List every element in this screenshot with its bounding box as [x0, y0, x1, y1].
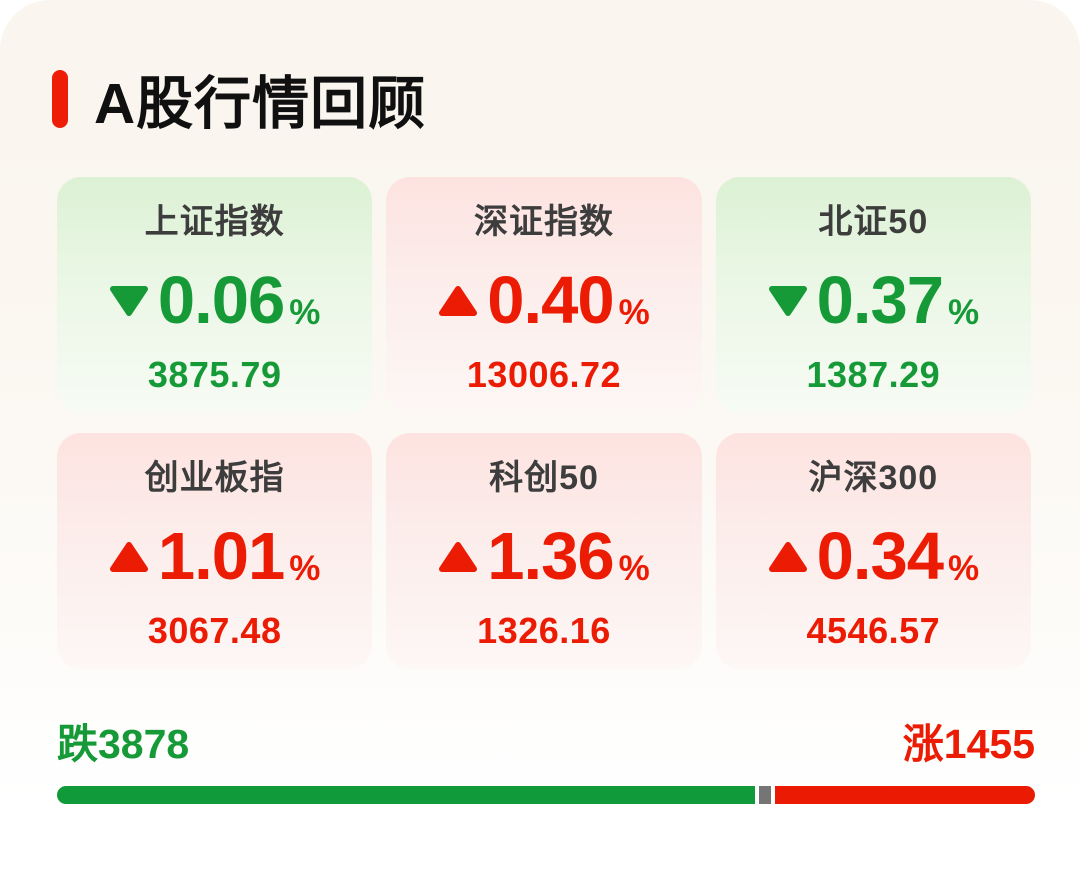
- change-row: 0.06 %: [109, 263, 321, 338]
- index-card-csi300: 沪深300 0.34 % 4546.57: [715, 433, 1031, 669]
- percent-sign: %: [618, 293, 650, 332]
- change-percent: 0.34: [816, 519, 944, 594]
- breadth-bar-unchanged-segment: [759, 786, 772, 805]
- index-name: 上证指数: [144, 203, 285, 241]
- percent-sign: %: [618, 549, 650, 588]
- index-name: 北证50: [818, 203, 929, 241]
- header: A股行情回顾: [52, 58, 426, 140]
- index-value: 3067.48: [147, 610, 282, 651]
- index-card-shanghai-composite: 上证指数 0.06 % 3875.79: [57, 177, 373, 413]
- triangle-up-icon: [768, 541, 808, 573]
- page-title: A股行情回顾: [94, 72, 427, 136]
- change-row: 1.01 %: [109, 519, 321, 594]
- index-value: 3875.79: [147, 354, 282, 395]
- breadth-labels: 跌3878 涨1455: [57, 721, 1035, 767]
- triangle-down-icon: [109, 285, 149, 317]
- title-accent-bar: [52, 70, 68, 128]
- change-percent: 1.01: [157, 519, 285, 594]
- triangle-up-icon: [109, 541, 149, 573]
- change-row: 0.34 %: [768, 519, 980, 594]
- index-cards-grid: 上证指数 0.06 % 3875.79 深证指数 0.40 % 13006.72…: [57, 177, 1031, 669]
- change-percent: 0.37: [816, 263, 944, 338]
- index-value: 4546.57: [806, 610, 941, 651]
- percent-sign: %: [289, 549, 321, 588]
- index-name: 沪深300: [808, 459, 939, 497]
- advancers-count: 涨1455: [902, 721, 1035, 767]
- percent-sign: %: [289, 293, 321, 332]
- market-breadth: 跌3878 涨1455: [57, 721, 1035, 805]
- breadth-bar-decliners-segment: [57, 786, 756, 805]
- index-card-chinext: 创业板指 1.01 % 3067.48: [57, 433, 373, 669]
- index-name: 深证指数: [473, 203, 614, 241]
- decliners-count: 跌3878: [57, 721, 190, 767]
- percent-sign: %: [947, 549, 980, 588]
- index-name: 创业板指: [144, 459, 285, 497]
- change-percent: 0.06: [157, 263, 285, 338]
- index-value: 1387.29: [806, 354, 941, 395]
- change-row: 0.37 %: [768, 263, 980, 338]
- change-row: 0.40 %: [438, 267, 650, 334]
- index-value: 13006.72: [466, 354, 622, 395]
- change-row: 1.36 %: [438, 523, 650, 590]
- percent-sign: %: [947, 293, 980, 332]
- index-card-bse50: 北证50 0.37 % 1387.29: [715, 177, 1031, 413]
- change-percent: 1.36: [487, 519, 614, 594]
- triangle-up-icon: [438, 541, 478, 573]
- breadth-bar: [57, 786, 1035, 805]
- breadth-bar-advancers-segment: [775, 786, 1035, 805]
- triangle-down-icon: [768, 285, 808, 317]
- triangle-up-icon: [438, 285, 478, 317]
- index-name: 科创50: [489, 459, 599, 497]
- index-value: 1326.16: [477, 610, 611, 651]
- index-card-shenzhen-component: 深证指数 0.40 % 13006.72: [386, 177, 702, 413]
- index-card-star50: 科创50 1.36 % 1326.16: [386, 433, 702, 669]
- change-percent: 0.40: [487, 263, 614, 338]
